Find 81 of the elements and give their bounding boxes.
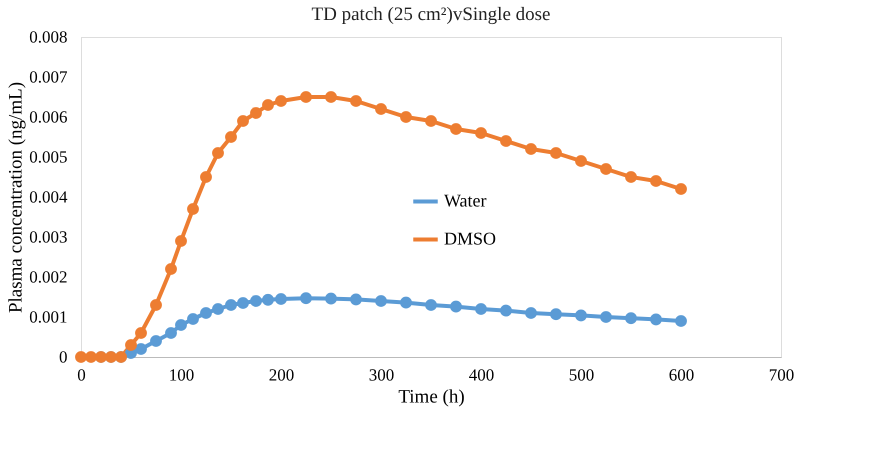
point [175, 235, 187, 247]
y-tick-label: 0.006 [29, 108, 68, 126]
point [350, 95, 362, 107]
x-tick-label: 600 [668, 366, 694, 384]
point [550, 147, 562, 159]
x-tick-label: 200 [268, 366, 294, 384]
point [187, 313, 199, 325]
point [375, 295, 387, 307]
y-tick-label: 0.002 [29, 268, 68, 286]
point [250, 295, 262, 307]
point [262, 294, 274, 306]
point [400, 111, 412, 123]
point [275, 293, 287, 305]
point [225, 131, 237, 143]
point [475, 303, 487, 315]
point [325, 91, 337, 103]
legend-label: DMSO [444, 228, 496, 248]
point [675, 183, 687, 195]
point [75, 351, 87, 363]
point [500, 135, 512, 147]
point [275, 95, 287, 107]
point [212, 147, 224, 159]
point [400, 296, 412, 309]
point [165, 327, 177, 339]
point [300, 292, 312, 304]
point [150, 335, 162, 347]
point [525, 307, 537, 319]
point [187, 203, 199, 215]
y-tick-label: 0.007 [29, 68, 68, 86]
point [135, 343, 147, 355]
point [650, 313, 662, 326]
point [650, 175, 662, 187]
point [225, 299, 237, 311]
point [262, 99, 274, 111]
point [625, 171, 637, 183]
y-tick-label: 0.004 [29, 188, 68, 206]
x-tick-label: 400 [468, 366, 494, 384]
point [500, 304, 512, 317]
point [135, 327, 147, 339]
x-tick-label: 100 [168, 366, 194, 384]
point [575, 309, 587, 322]
point [575, 155, 587, 167]
point [237, 297, 249, 309]
y-tick-label: 0 [59, 348, 68, 366]
point [85, 351, 97, 363]
point [350, 293, 362, 306]
point [450, 123, 462, 135]
point [300, 91, 312, 103]
point [150, 299, 162, 311]
point [525, 143, 537, 155]
y-axis-title: Plasma concentration (ng/mL) [5, 82, 26, 314]
y-tick-label: 0.008 [29, 28, 68, 46]
point [250, 107, 262, 119]
legend-label: Water [444, 190, 487, 210]
point [675, 315, 687, 327]
point [475, 127, 487, 139]
point [550, 308, 562, 320]
chart-title: TD patch (25 cm²)vSingle dose [312, 4, 550, 25]
point [600, 311, 612, 323]
x-tick-label: 300 [368, 366, 394, 384]
point [425, 115, 437, 127]
point [212, 303, 224, 315]
x-tick-label: 500 [568, 366, 594, 384]
point [325, 292, 337, 305]
point [165, 263, 177, 275]
point [125, 339, 137, 351]
point [237, 115, 249, 127]
x-axis-title: Time (h) [398, 386, 465, 408]
y-tick-label: 0.005 [29, 148, 68, 166]
point [425, 299, 437, 311]
y-tick-label: 0.001 [29, 308, 68, 326]
x-tick-label: 0 [77, 366, 86, 384]
point [375, 103, 387, 115]
point [625, 312, 637, 324]
point [600, 163, 612, 175]
x-tick-label: 700 [768, 366, 794, 384]
point [200, 307, 212, 319]
point [175, 319, 187, 331]
point [450, 300, 462, 313]
point [200, 171, 212, 183]
y-tick-label: 0.003 [29, 228, 68, 246]
